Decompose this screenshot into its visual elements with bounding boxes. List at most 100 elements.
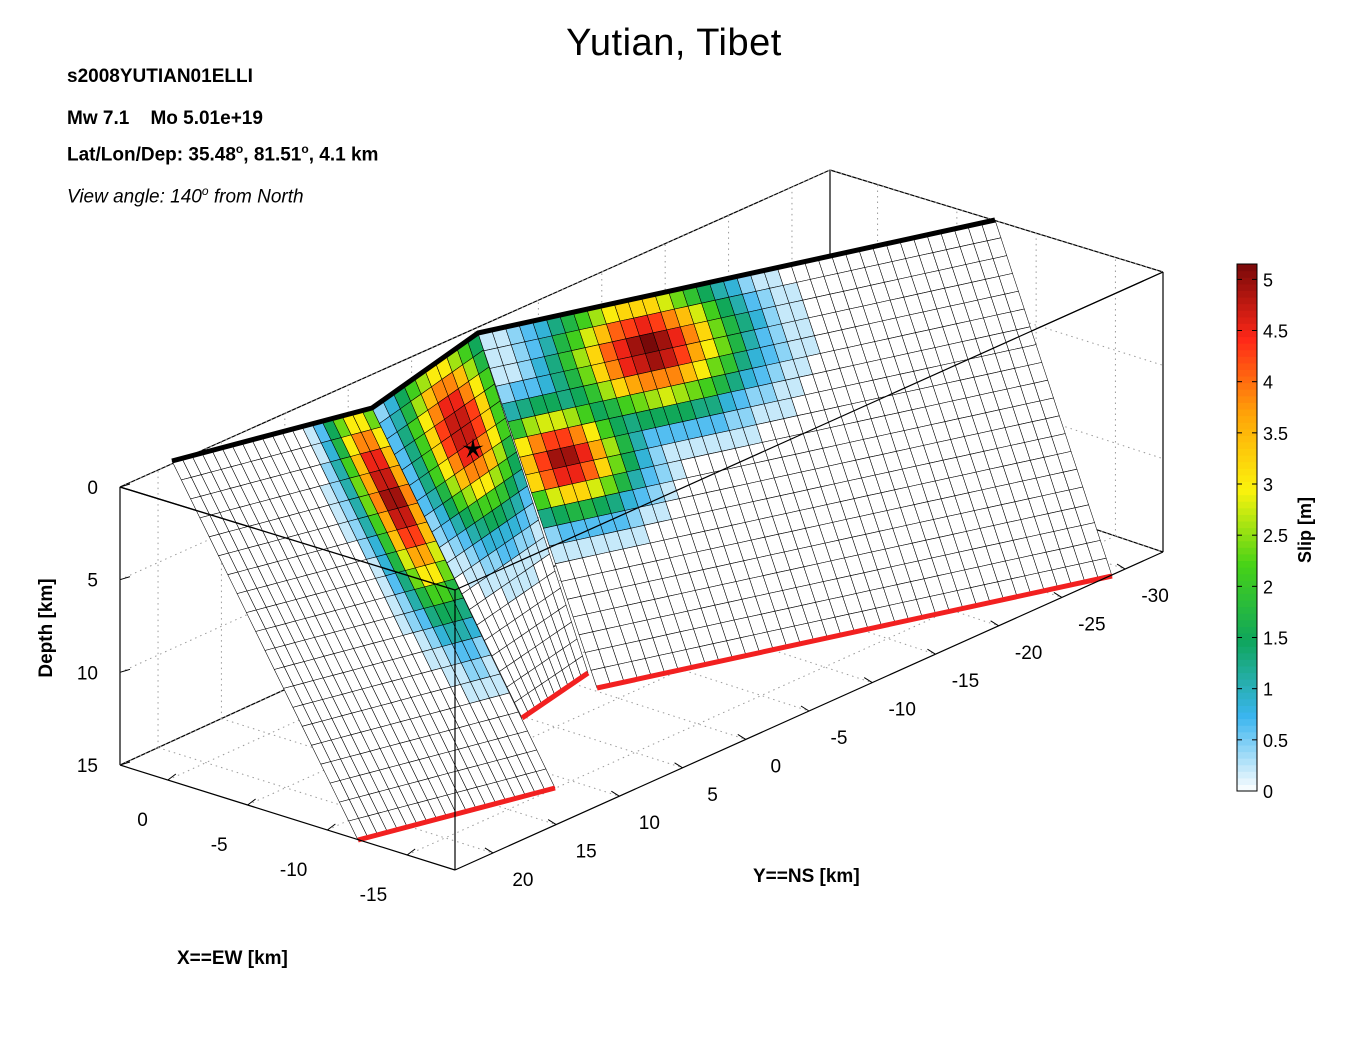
colorbar-step (1237, 751, 1257, 759)
colorbar-step (1237, 547, 1257, 555)
colorbar-step (1237, 415, 1257, 423)
colorbar-tick-label: 0.5 (1263, 731, 1288, 751)
colorbar-step (1237, 685, 1257, 693)
colorbar-step (1237, 632, 1257, 641)
colorbar-step (1237, 646, 1257, 654)
colorbar-step (1237, 375, 1257, 384)
colorbar-step (1237, 599, 1257, 608)
colorbar-step (1237, 619, 1257, 627)
tick-label: -15 (360, 885, 387, 906)
colorbar-step (1237, 389, 1257, 397)
tick-mark (611, 790, 620, 797)
colorbar-step (1237, 520, 1257, 529)
colorbar-step (1237, 527, 1257, 535)
colorbar-step (1237, 349, 1257, 357)
colorbar-step (1237, 553, 1257, 562)
fault-slip-surface (171, 219, 1113, 841)
view-angle: View angle: 140o from North (67, 184, 304, 208)
tick-mark (119, 483, 131, 488)
grid-line (601, 543, 936, 655)
fault-segment-1 (171, 407, 556, 841)
colorbar-step (1237, 343, 1257, 351)
tick-mark (1053, 592, 1063, 598)
colorbar-step (1237, 402, 1257, 410)
colorbar-step (1237, 705, 1257, 713)
tick-mark (247, 798, 256, 806)
tick-mark (800, 705, 810, 712)
colorbar-tick-label: 2.5 (1263, 526, 1288, 546)
colorbar-step (1237, 474, 1257, 482)
tick-mark (119, 576, 131, 581)
tick-label: -20 (1015, 643, 1042, 664)
axis-box-edge (119, 764, 456, 871)
colorbar-step (1237, 652, 1257, 660)
grid-line (411, 631, 746, 740)
colorbar-step (1237, 468, 1257, 476)
colorbar-step (1237, 461, 1257, 469)
colorbar-step (1237, 725, 1257, 733)
tick-label: -25 (1078, 614, 1105, 635)
tick-label: 15 (576, 842, 597, 863)
fault-segment-3 (477, 219, 1113, 689)
tick-mark (990, 620, 999, 627)
colorbar-step (1237, 718, 1257, 726)
tick-label: 10 (639, 813, 660, 834)
colorbar-step (1237, 560, 1257, 568)
colorbar-step (1237, 455, 1257, 463)
colorbar-step (1237, 665, 1257, 674)
grid-line (538, 573, 873, 684)
grid-line (284, 689, 620, 797)
tick-mark (674, 762, 683, 769)
colorbar-step (1237, 613, 1257, 621)
colorbar-tick-label: 4 (1263, 373, 1273, 393)
tick-label: -30 (1141, 586, 1168, 607)
tick-mark (927, 648, 936, 655)
chart-title: Yutian, Tibet (566, 22, 782, 64)
hypocenter-star (462, 438, 484, 458)
tick-label: -5 (831, 728, 848, 749)
tick-mark (119, 668, 131, 673)
colorbar-step (1237, 316, 1257, 324)
tick-label: 5 (87, 571, 98, 592)
z-axis-label: Depth [km] (36, 578, 57, 678)
colorbar-step (1237, 362, 1257, 370)
colorbar-step (1237, 606, 1257, 614)
colorbar-step (1237, 283, 1257, 291)
x-axis-label: X==EW [km] (177, 948, 288, 969)
colorbar-step (1237, 744, 1257, 753)
colorbar-step (1237, 422, 1257, 430)
colorbar: 0 0.5 1 1.5 2 2.5 3 3.5 4 4.5 5 (1236, 263, 1288, 802)
colorbar-step (1237, 784, 1257, 792)
colorbar-step (1237, 395, 1257, 403)
colorbar-step (1237, 771, 1257, 779)
colorbar-step (1237, 764, 1257, 772)
colorbar-step (1237, 586, 1257, 594)
colorbar-step (1237, 698, 1257, 706)
colorbar-step (1237, 672, 1257, 680)
magnitude: Mw 7.1 (67, 108, 130, 129)
fault-bottom-edge (596, 573, 1113, 691)
hypocenter-marker (462, 438, 484, 458)
axis-box-edge (119, 169, 831, 488)
colorbar-step (1237, 323, 1257, 331)
colorbar-step (1237, 441, 1257, 450)
colorbar-step (1237, 487, 1257, 496)
tick-label: 0 (87, 478, 98, 499)
fault-bottom-edge (520, 670, 590, 721)
colorbar-step (1237, 277, 1257, 285)
tick-label: 5 (707, 785, 718, 806)
colorbar-step (1237, 758, 1257, 766)
tick-mark (327, 823, 336, 831)
colorbar-tick-label: 2 (1263, 577, 1273, 597)
magnitude-moment: Mw 7.1 Mo 5.01e+19 (67, 108, 263, 130)
tick-label: 15 (77, 756, 98, 777)
colorbar-step (1237, 336, 1257, 344)
colorbar-step (1237, 382, 1257, 390)
tick-label: -10 (888, 700, 915, 721)
colorbar-step (1237, 659, 1257, 667)
tick-mark (119, 761, 131, 766)
colorbar-step (1237, 777, 1257, 786)
y-axis-label: Y==NS [km] (753, 866, 860, 887)
colorbar-step (1237, 369, 1257, 377)
